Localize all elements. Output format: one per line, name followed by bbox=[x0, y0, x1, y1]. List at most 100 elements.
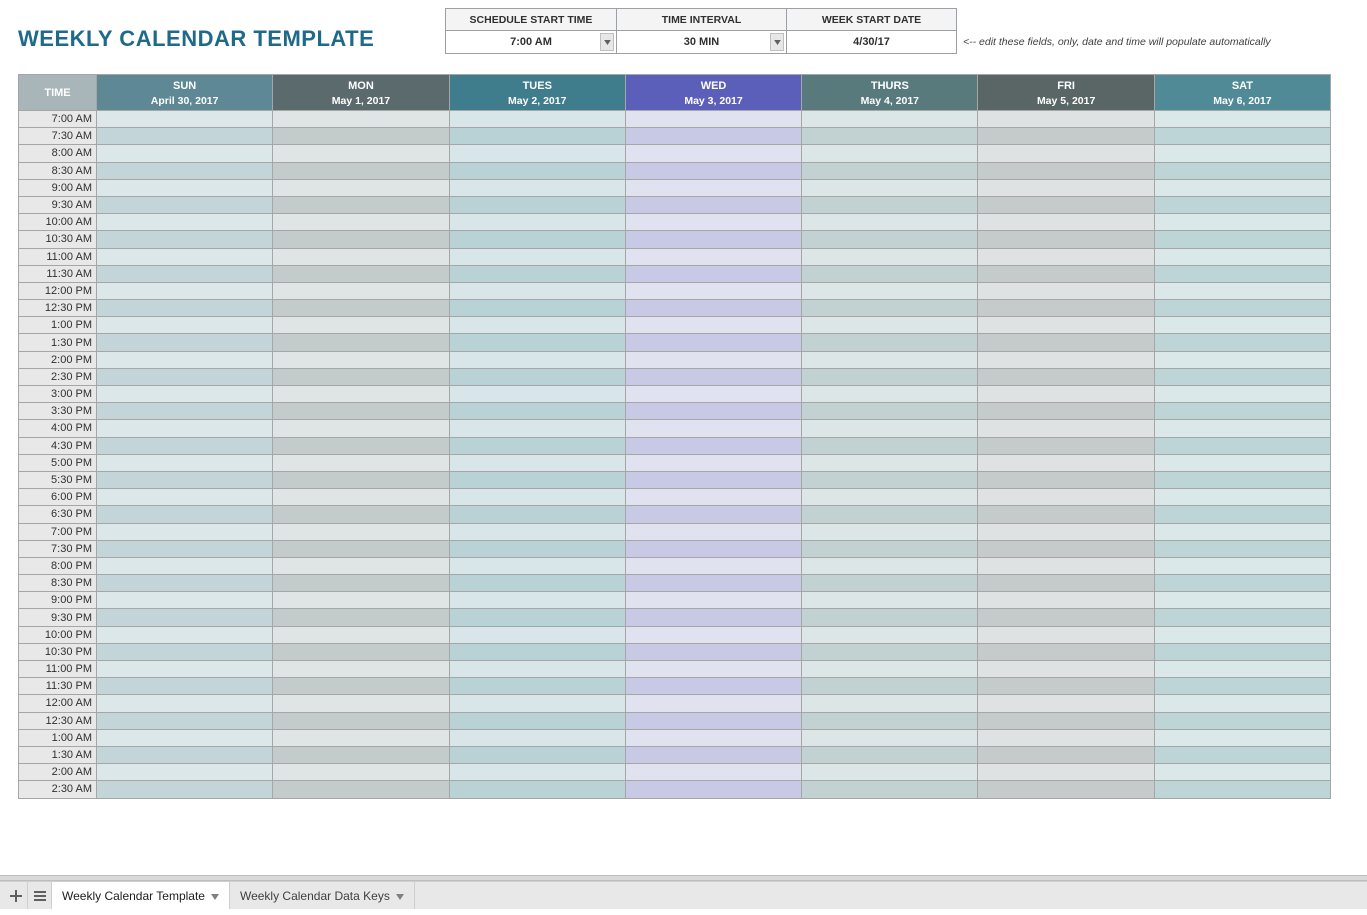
calendar-cell[interactable] bbox=[449, 420, 625, 437]
calendar-cell[interactable] bbox=[1154, 386, 1330, 403]
calendar-cell[interactable] bbox=[273, 282, 449, 299]
calendar-cell[interactable] bbox=[449, 609, 625, 626]
calendar-cell[interactable] bbox=[449, 729, 625, 746]
calendar-cell[interactable] bbox=[625, 523, 801, 540]
calendar-cell[interactable] bbox=[978, 523, 1154, 540]
sheet-tab[interactable]: Weekly Calendar Template bbox=[52, 882, 230, 909]
calendar-cell[interactable] bbox=[978, 557, 1154, 574]
calendar-cell[interactable] bbox=[978, 403, 1154, 420]
time-cell[interactable]: 7:00 PM bbox=[19, 523, 97, 540]
calendar-cell[interactable] bbox=[273, 128, 449, 145]
calendar-cell[interactable] bbox=[449, 489, 625, 506]
calendar-cell[interactable] bbox=[802, 334, 978, 351]
calendar-cell[interactable] bbox=[1154, 437, 1330, 454]
calendar-cell[interactable] bbox=[802, 214, 978, 231]
time-cell[interactable]: 7:30 AM bbox=[19, 128, 97, 145]
time-cell[interactable]: 11:00 AM bbox=[19, 248, 97, 265]
calendar-cell[interactable] bbox=[625, 300, 801, 317]
calendar-cell[interactable] bbox=[978, 540, 1154, 557]
calendar-cell[interactable] bbox=[97, 471, 273, 488]
calendar-cell[interactable] bbox=[978, 317, 1154, 334]
calendar-cell[interactable] bbox=[449, 592, 625, 609]
calendar-cell[interactable] bbox=[449, 196, 625, 213]
calendar-cell[interactable] bbox=[625, 111, 801, 128]
calendar-cell[interactable] bbox=[802, 695, 978, 712]
time-cell[interactable]: 7:30 PM bbox=[19, 540, 97, 557]
calendar-cell[interactable] bbox=[625, 454, 801, 471]
chevron-down-icon[interactable] bbox=[211, 889, 219, 903]
calendar-cell[interactable] bbox=[97, 162, 273, 179]
calendar-cell[interactable] bbox=[802, 351, 978, 368]
calendar-cell[interactable] bbox=[1154, 712, 1330, 729]
dropdown-icon[interactable] bbox=[600, 33, 614, 51]
time-cell[interactable]: 1:00 PM bbox=[19, 317, 97, 334]
calendar-cell[interactable] bbox=[97, 557, 273, 574]
time-cell[interactable]: 9:00 PM bbox=[19, 592, 97, 609]
calendar-cell[interactable] bbox=[273, 523, 449, 540]
time-cell[interactable]: 2:30 PM bbox=[19, 368, 97, 385]
calendar-cell[interactable] bbox=[449, 111, 625, 128]
calendar-cell[interactable] bbox=[273, 540, 449, 557]
settings-value-cell[interactable]: 4/30/17 bbox=[787, 31, 956, 53]
calendar-cell[interactable] bbox=[97, 729, 273, 746]
calendar-cell[interactable] bbox=[802, 712, 978, 729]
calendar-cell[interactable] bbox=[802, 231, 978, 248]
calendar-cell[interactable] bbox=[273, 214, 449, 231]
calendar-cell[interactable] bbox=[1154, 300, 1330, 317]
calendar-cell[interactable] bbox=[802, 437, 978, 454]
calendar-cell[interactable] bbox=[978, 592, 1154, 609]
calendar-cell[interactable] bbox=[625, 162, 801, 179]
calendar-cell[interactable] bbox=[978, 643, 1154, 660]
time-cell[interactable]: 5:00 PM bbox=[19, 454, 97, 471]
calendar-cell[interactable] bbox=[273, 592, 449, 609]
calendar-cell[interactable] bbox=[97, 695, 273, 712]
calendar-cell[interactable] bbox=[449, 471, 625, 488]
time-cell[interactable]: 9:00 AM bbox=[19, 179, 97, 196]
calendar-cell[interactable] bbox=[1154, 351, 1330, 368]
calendar-cell[interactable] bbox=[802, 454, 978, 471]
calendar-cell[interactable] bbox=[802, 317, 978, 334]
calendar-cell[interactable] bbox=[1154, 592, 1330, 609]
calendar-cell[interactable] bbox=[273, 179, 449, 196]
time-cell[interactable]: 12:30 PM bbox=[19, 300, 97, 317]
calendar-cell[interactable] bbox=[273, 196, 449, 213]
calendar-cell[interactable] bbox=[802, 523, 978, 540]
calendar-cell[interactable] bbox=[978, 420, 1154, 437]
calendar-cell[interactable] bbox=[449, 128, 625, 145]
time-cell[interactable]: 6:30 PM bbox=[19, 506, 97, 523]
calendar-cell[interactable] bbox=[802, 368, 978, 385]
calendar-cell[interactable] bbox=[1154, 506, 1330, 523]
calendar-cell[interactable] bbox=[625, 678, 801, 695]
calendar-cell[interactable] bbox=[1154, 695, 1330, 712]
calendar-cell[interactable] bbox=[978, 300, 1154, 317]
time-cell[interactable]: 5:30 PM bbox=[19, 471, 97, 488]
time-cell[interactable]: 2:30 AM bbox=[19, 781, 97, 798]
calendar-cell[interactable] bbox=[273, 643, 449, 660]
calendar-cell[interactable] bbox=[273, 471, 449, 488]
calendar-cell[interactable] bbox=[1154, 575, 1330, 592]
calendar-cell[interactable] bbox=[1154, 420, 1330, 437]
calendar-cell[interactable] bbox=[625, 609, 801, 626]
calendar-cell[interactable] bbox=[802, 764, 978, 781]
calendar-cell[interactable] bbox=[273, 575, 449, 592]
calendar-cell[interactable] bbox=[978, 128, 1154, 145]
calendar-cell[interactable] bbox=[978, 265, 1154, 282]
calendar-cell[interactable] bbox=[1154, 265, 1330, 282]
calendar-cell[interactable] bbox=[802, 592, 978, 609]
calendar-cell[interactable] bbox=[625, 403, 801, 420]
calendar-cell[interactable] bbox=[449, 214, 625, 231]
calendar-cell[interactable] bbox=[802, 128, 978, 145]
calendar-cell[interactable] bbox=[449, 282, 625, 299]
calendar-cell[interactable] bbox=[273, 420, 449, 437]
calendar-cell[interactable] bbox=[449, 695, 625, 712]
calendar-cell[interactable] bbox=[625, 626, 801, 643]
calendar-cell[interactable] bbox=[273, 626, 449, 643]
calendar-cell[interactable] bbox=[625, 386, 801, 403]
calendar-cell[interactable] bbox=[978, 506, 1154, 523]
calendar-cell[interactable] bbox=[978, 334, 1154, 351]
calendar-cell[interactable] bbox=[273, 489, 449, 506]
calendar-cell[interactable] bbox=[802, 661, 978, 678]
calendar-cell[interactable] bbox=[97, 368, 273, 385]
time-cell[interactable]: 12:00 AM bbox=[19, 695, 97, 712]
time-cell[interactable]: 10:00 PM bbox=[19, 626, 97, 643]
